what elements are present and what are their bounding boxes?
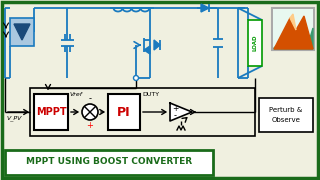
- FancyBboxPatch shape: [272, 8, 314, 50]
- Polygon shape: [144, 46, 150, 54]
- Text: DUTY: DUTY: [142, 92, 159, 97]
- Text: LOAD: LOAD: [252, 35, 258, 51]
- Text: Observe: Observe: [272, 117, 300, 123]
- Text: +: +: [87, 121, 93, 130]
- Polygon shape: [290, 14, 296, 30]
- Text: I_PV: I_PV: [34, 92, 47, 98]
- Text: PI: PI: [117, 105, 131, 118]
- Polygon shape: [274, 16, 313, 49]
- Polygon shape: [170, 103, 192, 121]
- Text: -: -: [89, 94, 92, 103]
- FancyBboxPatch shape: [248, 20, 262, 66]
- FancyBboxPatch shape: [2, 2, 318, 178]
- Polygon shape: [201, 4, 209, 12]
- FancyBboxPatch shape: [30, 88, 255, 136]
- Text: MPPT: MPPT: [36, 107, 66, 117]
- Polygon shape: [14, 24, 30, 40]
- Text: V_PV: V_PV: [7, 115, 22, 121]
- Text: MPPT USING BOOST CONVERTER: MPPT USING BOOST CONVERTER: [26, 158, 192, 166]
- FancyBboxPatch shape: [5, 150, 213, 175]
- Polygon shape: [154, 40, 160, 50]
- Circle shape: [82, 104, 98, 120]
- FancyBboxPatch shape: [10, 18, 34, 46]
- Circle shape: [133, 75, 139, 80]
- Text: +: +: [172, 103, 178, 112]
- FancyBboxPatch shape: [259, 98, 313, 132]
- Polygon shape: [274, 28, 313, 49]
- FancyBboxPatch shape: [108, 94, 140, 130]
- Text: -: -: [173, 111, 177, 120]
- FancyBboxPatch shape: [273, 9, 313, 49]
- Text: Vref: Vref: [70, 92, 83, 97]
- Text: Perturb &: Perturb &: [269, 107, 303, 113]
- FancyBboxPatch shape: [34, 94, 68, 130]
